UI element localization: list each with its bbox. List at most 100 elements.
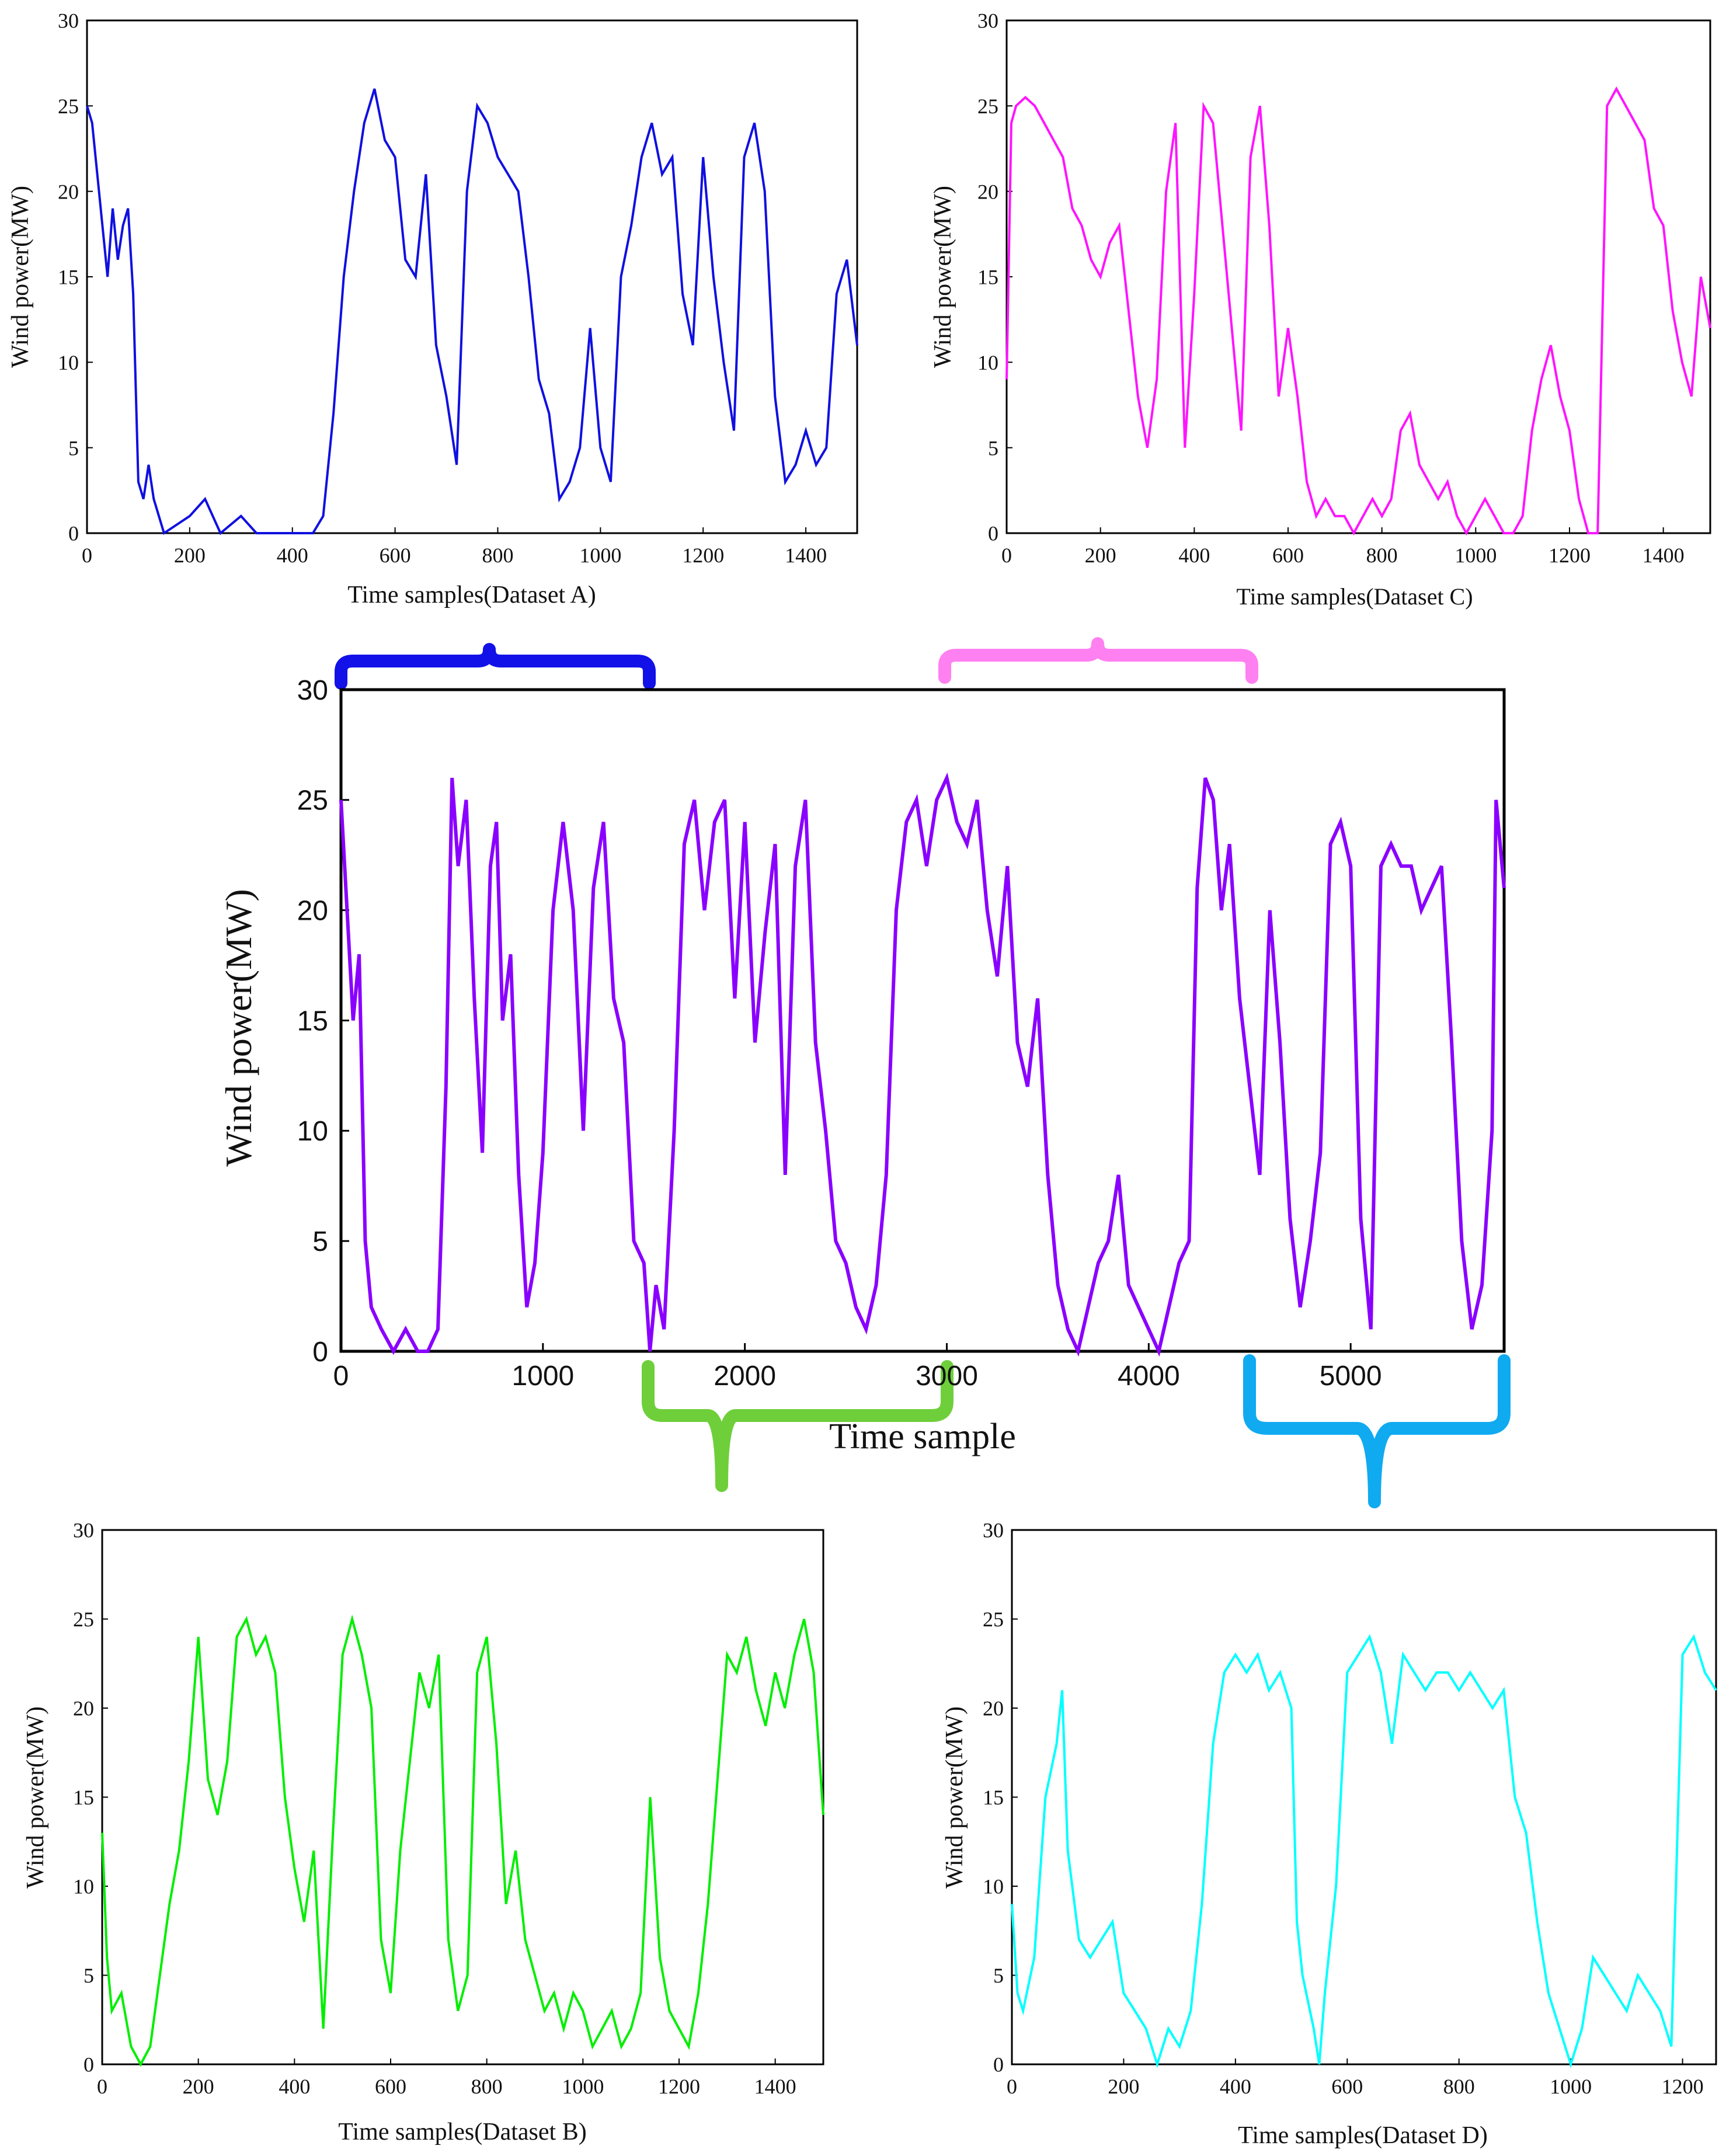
y-tick-label: 30: [58, 9, 79, 33]
plot-frame: [339, 688, 1506, 1353]
x-tick-label: 1000: [1454, 544, 1497, 567]
x-tick-label: 600: [375, 2075, 406, 2098]
x-tick-label: 1200: [658, 2075, 700, 2098]
y-tick-label: 15: [977, 266, 998, 289]
y-tick-label: 30: [73, 1519, 94, 1542]
series-line-dataset-c: [1005, 86, 1711, 536]
dataset-d-chart: 0 200 400 600 800 1000 1200 0 5 10 15 20 25 30 Time s…: [941, 1519, 1717, 2149]
y-tick-label: 25: [983, 1608, 1004, 1631]
series-line-dataset-b: [101, 1614, 824, 2067]
x-tick-label: 200: [174, 544, 206, 567]
dataset-b-chart: 0 200 400 600 800 1000 1200 1400 0 5 10 15 20 25 30 Ti…: [22, 1519, 824, 2145]
x-tick-label: 800: [482, 544, 513, 567]
y-tick-label: 0: [988, 522, 998, 545]
x-tick-label: 1000: [562, 2075, 604, 2098]
y-tick-label: 25: [58, 95, 79, 118]
dataset-a-chart: 0 200 400 600 800 1000 1200 1400 0 5 10 15 20 25 30 Ti…: [7, 9, 858, 608]
y-tick-label: 0: [83, 2053, 94, 2077]
y-tick-label: 20: [73, 1697, 94, 1720]
y-tick-label: 20: [983, 1697, 1004, 1720]
y-tick-label: 0: [312, 1337, 328, 1368]
y-axis-title: Wind power(MW): [941, 1706, 968, 1889]
x-tick-label: 1200: [1548, 544, 1591, 567]
y-tick-label: 30: [983, 1519, 1004, 1542]
y-tick-label: 30: [977, 9, 998, 33]
plot-frame: [86, 19, 858, 534]
y-axis-title: Wind power(MW): [7, 186, 34, 368]
x-axis-title: Time samples(Dataset B): [338, 2119, 586, 2145]
series-line-main: [339, 772, 1506, 1357]
y-tick-label: 20: [977, 180, 998, 203]
x-tick-label: 0: [97, 2075, 107, 2098]
x-tick-label: 1000: [1550, 2075, 1592, 2098]
x-tick-label: 1200: [1662, 2075, 1704, 2098]
x-tick-label: 200: [183, 2075, 214, 2098]
x-tick-label: 5000: [1320, 1361, 1382, 1392]
x-tick-label: 1000: [511, 1361, 574, 1392]
connector-braces: [335, 637, 1511, 1508]
brace-dataset-c: [938, 637, 1258, 684]
y-tick-label: 25: [297, 785, 328, 816]
x-tick-label: 400: [1178, 544, 1210, 567]
x-axis-title: Time samples(Dataset A): [347, 582, 596, 608]
y-tick-label: 5: [68, 436, 79, 460]
x-tick-label: 200: [1108, 2075, 1139, 2098]
dataset-c-chart: 0 200 400 600 800 1000 1200 1400 0 5 10 15 20 25 30 Ti…: [930, 9, 1711, 610]
y-tick-label: 0: [993, 2053, 1004, 2077]
y-tick-label: 10: [58, 351, 79, 374]
x-tick-label: 200: [1085, 544, 1116, 567]
y-tick-label: 10: [73, 1875, 94, 1898]
y-tick-label: 5: [83, 1964, 94, 1987]
x-tick-label: 800: [1443, 2075, 1475, 2098]
series-line-dataset-a: [86, 88, 858, 535]
y-tick-label: 15: [297, 1006, 328, 1037]
y-tick-label: 20: [58, 180, 79, 203]
x-tick-label: 1000: [579, 544, 621, 567]
x-tick-label: 0: [1007, 2075, 1017, 2098]
x-tick-label: 1400: [785, 544, 827, 567]
y-tick-label: 30: [297, 675, 328, 706]
brace-dataset-b: [642, 1360, 954, 1492]
y-tick-label: 15: [73, 1786, 94, 1809]
x-tick-label: 400: [279, 2075, 310, 2098]
y-tick-label: 10: [297, 1116, 328, 1147]
y-tick-label: 5: [312, 1226, 328, 1257]
x-tick-label: 2000: [714, 1361, 776, 1392]
y-tick-label: 15: [983, 1786, 1004, 1809]
x-tick-label: 600: [1331, 2075, 1363, 2098]
x-tick-label: 0: [333, 1361, 349, 1392]
x-tick-label: 1200: [682, 544, 724, 567]
x-axis-title: Time samples(Dataset C): [1236, 583, 1473, 610]
x-tick-label: 4000: [1118, 1361, 1180, 1392]
y-tick-label: 10: [977, 351, 998, 374]
x-tick-label: 600: [1272, 544, 1304, 567]
x-tick-label: 1400: [754, 2075, 796, 2098]
y-tick-label: 10: [983, 1875, 1004, 1898]
series-line-dataset-d: [1011, 1634, 1717, 2068]
x-axis-title: Time samples(Dataset D): [1238, 2122, 1488, 2149]
y-tick-label: 15: [58, 266, 79, 289]
main-chart: 0 1000 2000 3000 4000 5000 0 5 10 15 20 25 30 Time s…: [218, 675, 1506, 1456]
y-tick-label: 25: [977, 95, 998, 118]
y-axis-title: Wind power(MW): [218, 889, 259, 1167]
x-tick-label: 0: [1001, 544, 1012, 567]
y-tick-label: 0: [68, 522, 79, 545]
y-tick-label: 5: [993, 1964, 1004, 1987]
y-axis-title: Wind power(MW): [22, 1706, 49, 1889]
y-axis-title: Wind power(MW): [930, 186, 956, 368]
x-tick-label: 0: [82, 544, 92, 567]
x-tick-label: 600: [380, 544, 411, 567]
brace-dataset-a: [335, 643, 656, 690]
x-tick-label: 1400: [1643, 544, 1685, 567]
x-tick-label: 400: [277, 544, 308, 567]
y-tick-label: 20: [297, 895, 328, 926]
x-tick-label: 800: [471, 2075, 503, 2098]
x-tick-label: 800: [1366, 544, 1398, 567]
x-tick-label: 3000: [916, 1361, 978, 1392]
plot-frame: [1005, 19, 1711, 534]
x-axis-title: Time sample: [829, 1417, 1016, 1456]
brace-dataset-d: [1243, 1354, 1511, 1508]
x-tick-label: 400: [1220, 2075, 1251, 2098]
y-tick-label: 5: [988, 436, 998, 460]
